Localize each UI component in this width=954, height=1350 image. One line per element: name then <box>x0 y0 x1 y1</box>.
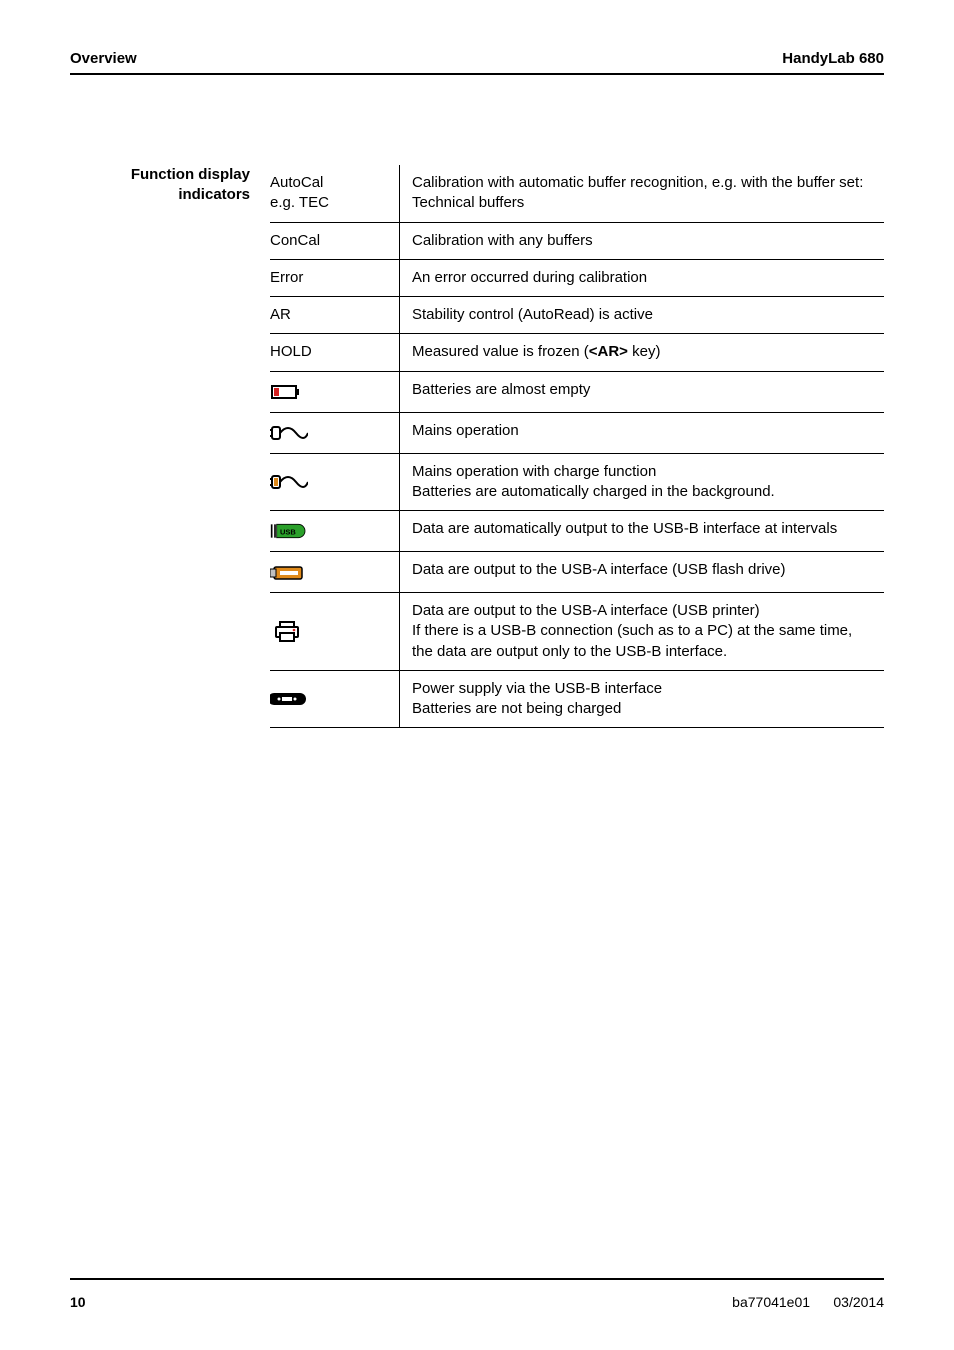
indicator-table: AutoCale.g. TEC Calibration with automati… <box>270 165 884 728</box>
key-text: HOLD <box>270 342 312 362</box>
header-left: Overview <box>70 50 137 67</box>
table-row: Error An error occurred during calibratio… <box>270 260 884 297</box>
row-description: Data are output to the USB-A interface (… <box>400 593 884 670</box>
key-text: ConCal <box>270 231 320 251</box>
table-row: AR Stability control (AutoRead) is active <box>270 297 884 334</box>
table-row: Mains operation with charge functionBatt… <box>270 454 884 512</box>
desc-text: Measured value is frozen ( <box>412 343 589 360</box>
page-footer: 10 ba77041e01 03/2014 <box>70 1278 884 1310</box>
row-key: USB <box>270 511 400 551</box>
row-key <box>270 454 400 511</box>
row-key: AR <box>270 297 400 333</box>
table-row: Mains operation <box>270 413 884 454</box>
row-key <box>270 413 400 453</box>
row-description: Mains operation with charge functionBatt… <box>400 454 884 511</box>
row-key: AutoCale.g. TEC <box>270 165 400 222</box>
key-text: Error <box>270 268 303 288</box>
plug-charge-icon <box>270 470 310 494</box>
row-key <box>270 372 400 412</box>
desc-bold: <AR> <box>589 343 628 360</box>
body: Function display indicators AutoCale.g. … <box>70 165 884 728</box>
row-description: Batteries are almost empty <box>400 372 884 412</box>
row-description: Calibration with any buffers <box>400 223 884 259</box>
usb-flash-icon <box>270 560 310 584</box>
row-description: Mains operation <box>400 413 884 453</box>
table-row: ConCal Calibration with any buffers <box>270 223 884 260</box>
side-label-line1: Function display <box>131 166 250 183</box>
table-row: Data are output to the USB-A interface (… <box>270 593 884 671</box>
footer-doc-id: ba77041e01 <box>732 1294 810 1310</box>
battery-empty-icon <box>270 380 310 404</box>
header-right: HandyLab 680 <box>782 50 884 67</box>
row-description: Calibration with automatic buffer recogn… <box>400 165 884 222</box>
table-row: Power supply via the USB-B interfaceBatt… <box>270 671 884 729</box>
table-row: HOLD Measured value is frozen (<AR> key) <box>270 334 884 371</box>
table-row: USB Data are automatically output to the… <box>270 511 884 552</box>
plug-mains-icon <box>270 421 310 445</box>
row-key: ConCal <box>270 223 400 259</box>
section-heading: Function display indicators <box>70 165 270 728</box>
footer-right: ba77041e01 03/2014 <box>732 1294 884 1310</box>
page-header: Overview HandyLab 680 <box>70 50 884 75</box>
row-description: Stability control (AutoRead) is active <box>400 297 884 333</box>
row-key <box>270 671 400 728</box>
key-text: AR <box>270 305 291 325</box>
row-key: Error <box>270 260 400 296</box>
footer-page-number: 10 <box>70 1294 86 1310</box>
table-row: Data are output to the USB-A interface (… <box>270 552 884 593</box>
key-text: AutoCale.g. TEC <box>270 173 329 214</box>
row-description: Data are output to the USB-A interface (… <box>400 552 884 592</box>
side-label-line2: indicators <box>178 186 250 203</box>
row-description: An error occurred during calibration <box>400 260 884 296</box>
usb-power-icon <box>270 687 310 711</box>
svg-text:USB: USB <box>280 527 296 536</box>
table-row: AutoCale.g. TEC Calibration with automati… <box>270 165 884 223</box>
row-description: Measured value is frozen (<AR> key) <box>400 334 884 370</box>
row-key: HOLD <box>270 334 400 370</box>
row-key <box>270 552 400 592</box>
table-row: Batteries are almost empty <box>270 372 884 413</box>
row-description: Power supply via the USB-B interfaceBatt… <box>400 671 884 728</box>
desc-text: key) <box>628 343 661 360</box>
row-description: Data are automatically output to the USB… <box>400 511 884 551</box>
printer-icon <box>270 619 310 643</box>
usb-b-interval-icon: USB <box>270 519 310 543</box>
row-key <box>270 593 400 670</box>
footer-date: 03/2014 <box>833 1294 884 1310</box>
